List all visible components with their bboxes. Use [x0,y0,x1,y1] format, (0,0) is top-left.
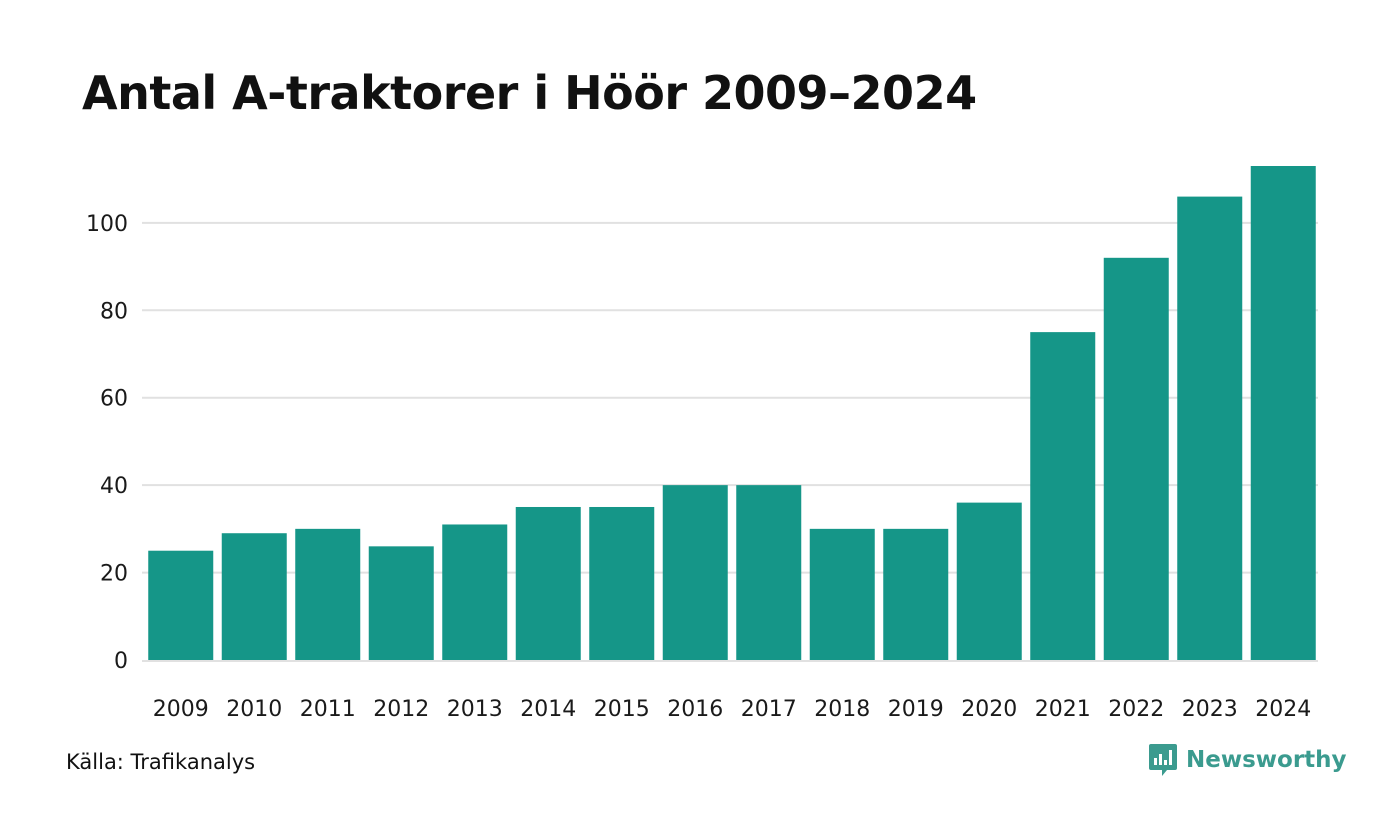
x-tick-label: 2023 [1182,697,1238,722]
bar [148,550,214,660]
x-tick-label: 2017 [741,697,797,722]
x-tick-label: 2021 [1035,697,1091,722]
bar [221,533,287,660]
source-note: Källa: Trafikanalys [66,750,256,774]
brand-logo[interactable]: Newsworthy [1148,742,1347,778]
x-tick-label: 2019 [888,697,944,722]
x-tick-label: 2009 [153,697,209,722]
bar [589,506,655,660]
x-tick-label: 2020 [961,697,1017,722]
x-tick-label: 2011 [300,697,356,722]
chart-title: Antal A-traktorer i Höör 2009–2024 [82,66,977,120]
newsworthy-logo-icon [1149,744,1177,776]
x-tick-label: 2022 [1108,697,1164,722]
x-tick-label: 2018 [814,697,870,722]
bar [736,485,802,660]
x-tick-label: 2016 [667,697,723,722]
bar [1250,166,1316,660]
y-tick-label: 0 [114,649,128,674]
y-tick-label: 100 [86,212,128,237]
y-tick-label: 60 [100,387,128,412]
x-tick-label: 2024 [1255,697,1311,722]
bar [883,528,949,660]
y-tick-label: 80 [100,299,128,324]
brand-name: Newsworthy [1186,747,1347,773]
x-tick-label: 2014 [520,697,576,722]
x-tick-label: 2015 [594,697,650,722]
bar [295,528,361,660]
bar [809,528,875,660]
bar [956,502,1022,660]
bar [1030,332,1096,660]
x-tick-label: 2012 [373,697,429,722]
x-tick-label: 2013 [447,697,503,722]
bar [1103,257,1169,660]
y-tick-label: 40 [100,474,128,499]
bar [662,485,728,660]
bar [368,546,434,660]
bar [1177,196,1243,660]
bar [442,524,508,660]
bar [515,506,581,660]
x-tick-label: 2010 [226,697,282,722]
y-tick-label: 20 [100,562,128,587]
